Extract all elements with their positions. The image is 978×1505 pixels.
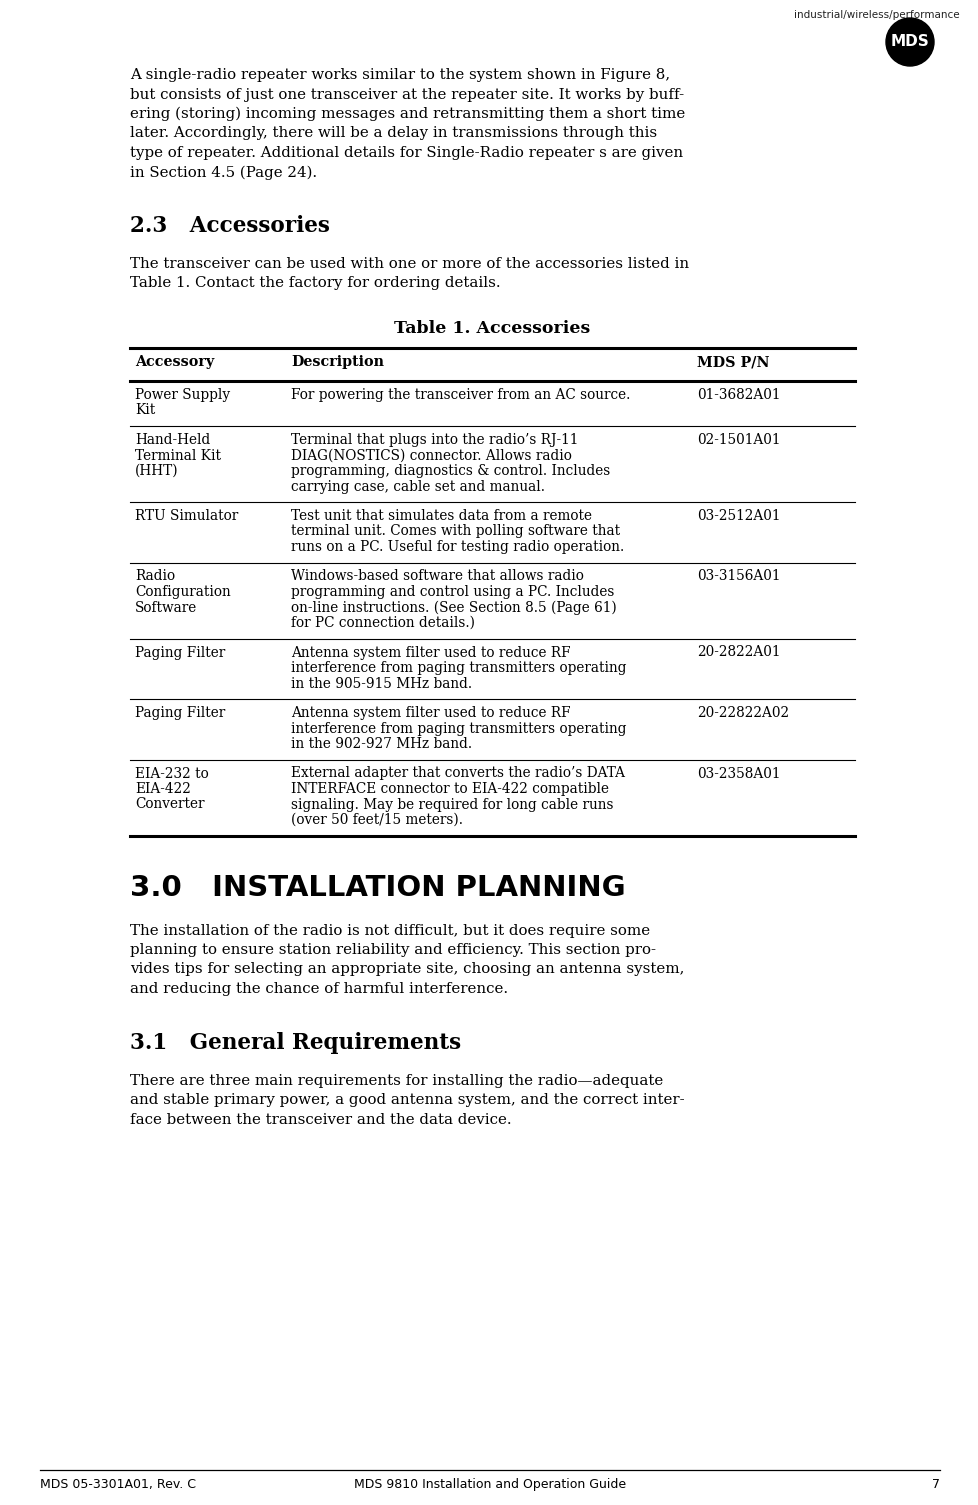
Text: Windows-based software that allows radio: Windows-based software that allows radio <box>290 569 583 584</box>
Text: Configuration: Configuration <box>135 585 231 599</box>
Text: Description: Description <box>290 355 383 369</box>
Text: and reducing the chance of harmful interference.: and reducing the chance of harmful inter… <box>130 981 508 996</box>
Text: runs on a PC. Useful for testing radio operation.: runs on a PC. Useful for testing radio o… <box>290 540 624 554</box>
Text: Table 1. Accessories: Table 1. Accessories <box>394 321 590 337</box>
Text: later. Accordingly, there will be a delay in transmissions through this: later. Accordingly, there will be a dela… <box>130 126 656 140</box>
Text: Accessory: Accessory <box>135 355 214 369</box>
Text: 03-2358A01: 03-2358A01 <box>696 766 779 781</box>
Text: The installation of the radio is not difficult, but it does require some: The installation of the radio is not dif… <box>130 924 649 938</box>
Text: terminal unit. Comes with polling software that: terminal unit. Comes with polling softwa… <box>290 525 619 539</box>
Text: Antenna system filter used to reduce RF: Antenna system filter used to reduce RF <box>290 646 570 659</box>
Text: planning to ensure station reliability and efficiency. This section pro-: planning to ensure station reliability a… <box>130 944 655 957</box>
Text: 7: 7 <box>931 1478 939 1491</box>
Text: vides tips for selecting an appropriate site, choosing an antenna system,: vides tips for selecting an appropriate … <box>130 963 684 977</box>
Text: on-line instructions. (See Section 8.5 (Page 61): on-line instructions. (See Section 8.5 (… <box>290 600 616 616</box>
Text: MDS 9810 Installation and Operation Guide: MDS 9810 Installation and Operation Guid… <box>354 1478 625 1491</box>
Text: 20-2822A01: 20-2822A01 <box>696 646 779 659</box>
Text: Software: Software <box>135 600 197 614</box>
Text: (over 50 feet/15 meters).: (over 50 feet/15 meters). <box>290 813 463 828</box>
Text: 3.1   General Requirements: 3.1 General Requirements <box>130 1031 461 1054</box>
Text: for PC connection details.): for PC connection details.) <box>290 616 474 631</box>
Text: signaling. May be required for long cable runs: signaling. May be required for long cabl… <box>290 798 613 811</box>
Text: The transceiver can be used with one or more of the accessories listed in: The transceiver can be used with one or … <box>130 257 689 271</box>
Text: INTERFACE connector to EIA-422 compatible: INTERFACE connector to EIA-422 compatibl… <box>290 783 608 796</box>
Text: Terminal that plugs into the radio’s RJ-11: Terminal that plugs into the radio’s RJ-… <box>290 433 578 447</box>
Text: EIA-232 to: EIA-232 to <box>135 766 208 781</box>
Text: 3.0   INSTALLATION PLANNING: 3.0 INSTALLATION PLANNING <box>130 873 625 901</box>
Text: For powering the transceiver from an AC source.: For powering the transceiver from an AC … <box>290 388 630 402</box>
Text: RTU Simulator: RTU Simulator <box>135 509 238 524</box>
Text: A single-radio repeater works similar to the system shown in Figure 8,: A single-radio repeater works similar to… <box>130 68 669 81</box>
Text: programming, diagnostics & control. Includes: programming, diagnostics & control. Incl… <box>290 464 609 479</box>
Text: 2.3   Accessories: 2.3 Accessories <box>130 215 330 236</box>
Text: 01-3682A01: 01-3682A01 <box>696 388 779 402</box>
Text: DIAG(NOSTICS) connector. Allows radio: DIAG(NOSTICS) connector. Allows radio <box>290 448 571 462</box>
Circle shape <box>885 18 933 66</box>
Text: EIA-422: EIA-422 <box>135 783 191 796</box>
Text: in the 905-915 MHz band.: in the 905-915 MHz band. <box>290 677 471 691</box>
Text: 03-3156A01: 03-3156A01 <box>696 569 779 584</box>
Text: Radio: Radio <box>135 569 175 584</box>
Text: Power Supply: Power Supply <box>135 388 230 402</box>
Text: Converter: Converter <box>135 798 204 811</box>
Text: programming and control using a PC. Includes: programming and control using a PC. Incl… <box>290 585 613 599</box>
Text: industrial/wireless/performance: industrial/wireless/performance <box>793 11 959 20</box>
Text: but consists of just one transceiver at the repeater site. It works by buff-: but consists of just one transceiver at … <box>130 87 684 101</box>
Text: in Section 4.5 (Page 24).: in Section 4.5 (Page 24). <box>130 166 317 181</box>
Text: External adapter that converts the radio’s DATA: External adapter that converts the radio… <box>290 766 624 781</box>
Text: Kit: Kit <box>135 403 156 417</box>
Text: (HHT): (HHT) <box>135 464 178 479</box>
Text: 20-22822A02: 20-22822A02 <box>696 706 788 719</box>
Text: MDS P/N: MDS P/N <box>696 355 769 369</box>
Text: type of repeater. Additional details for Single-Radio repeater s are given: type of repeater. Additional details for… <box>130 146 683 160</box>
Text: ering (storing) incoming messages and retransmitting them a short time: ering (storing) incoming messages and re… <box>130 107 685 122</box>
Text: Paging Filter: Paging Filter <box>135 646 225 659</box>
Text: Terminal Kit: Terminal Kit <box>135 448 221 462</box>
Text: Paging Filter: Paging Filter <box>135 706 225 719</box>
Text: in the 902-927 MHz band.: in the 902-927 MHz band. <box>290 737 471 751</box>
Text: There are three main requirements for installing the radio—adequate: There are three main requirements for in… <box>130 1073 662 1088</box>
Text: MDS: MDS <box>890 35 928 50</box>
Text: carrying case, cable set and manual.: carrying case, cable set and manual. <box>290 480 545 494</box>
Text: Antenna system filter used to reduce RF: Antenna system filter used to reduce RF <box>290 706 570 719</box>
Text: interference from paging transmitters operating: interference from paging transmitters op… <box>290 661 626 676</box>
Text: Hand-Held: Hand-Held <box>135 433 210 447</box>
Text: Test unit that simulates data from a remote: Test unit that simulates data from a rem… <box>290 509 592 524</box>
Text: face between the transceiver and the data device.: face between the transceiver and the dat… <box>130 1112 511 1127</box>
Text: MDS 05-3301A01, Rev. C: MDS 05-3301A01, Rev. C <box>40 1478 196 1491</box>
Text: interference from paging transmitters operating: interference from paging transmitters op… <box>290 721 626 736</box>
Text: 02-1501A01: 02-1501A01 <box>696 433 779 447</box>
Text: Table 1. Contact the factory for ordering details.: Table 1. Contact the factory for orderin… <box>130 277 500 290</box>
Text: and stable primary power, a good antenna system, and the correct inter-: and stable primary power, a good antenna… <box>130 1093 684 1108</box>
Text: 03-2512A01: 03-2512A01 <box>696 509 779 524</box>
